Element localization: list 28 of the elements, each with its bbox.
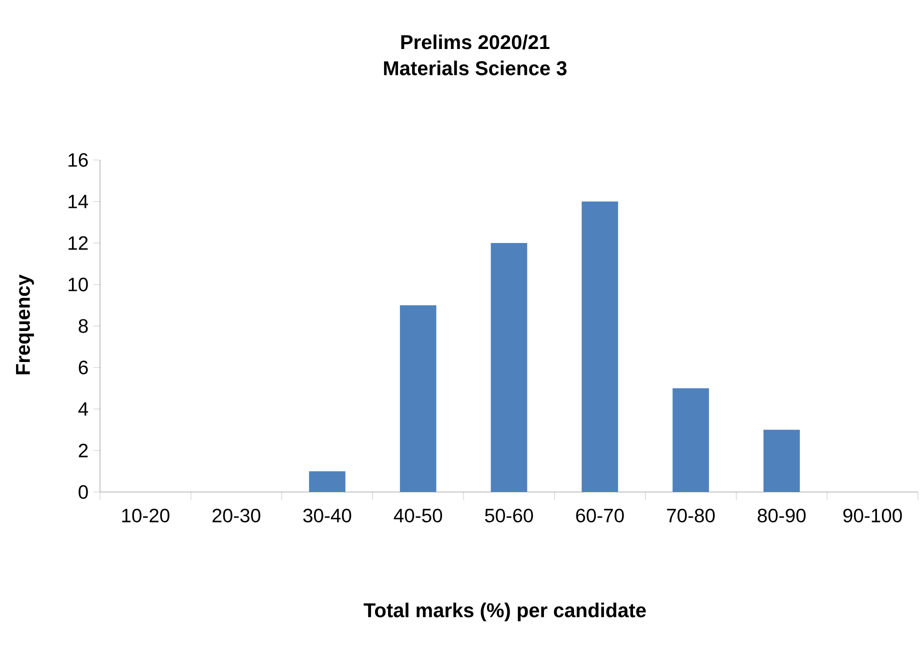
x-tick-label: 30-40 xyxy=(303,508,352,522)
y-tick-label: 10 xyxy=(68,278,88,292)
y-tick-label: 14 xyxy=(68,194,88,208)
y-axis-title: Frequency xyxy=(16,274,34,374)
bar xyxy=(672,388,709,492)
bar xyxy=(400,305,436,492)
x-tick-label: 70-80 xyxy=(667,508,715,522)
y-tick-label: 6 xyxy=(78,360,88,374)
x-tick-label: 60-70 xyxy=(576,508,624,522)
y-tick-label: 16 xyxy=(68,153,88,167)
x-tick-label: 10-20 xyxy=(122,508,170,522)
y-tick-label: 2 xyxy=(78,444,88,458)
y-tick-label: 12 xyxy=(68,236,88,250)
bar xyxy=(582,201,618,492)
y-tick-label: 8 xyxy=(78,319,88,333)
x-tick-label: 20-30 xyxy=(212,508,260,522)
x-tick-label: 80-90 xyxy=(758,508,806,522)
y-tick-label: 0 xyxy=(78,485,88,499)
x-tick-label: 40-50 xyxy=(394,508,442,522)
bar xyxy=(763,430,800,492)
chart-title: Prelims 2020/21 xyxy=(401,34,550,50)
x-axis-title: Total marks (%) per candidate xyxy=(364,602,646,622)
x-tick-label: 50-60 xyxy=(485,508,533,522)
x-tick-label: 90-100 xyxy=(843,508,902,522)
bar xyxy=(490,243,528,492)
y-tick-label: 4 xyxy=(78,402,88,416)
bar xyxy=(309,471,346,492)
chart-subtitle: Materials Science 3 xyxy=(384,60,567,76)
